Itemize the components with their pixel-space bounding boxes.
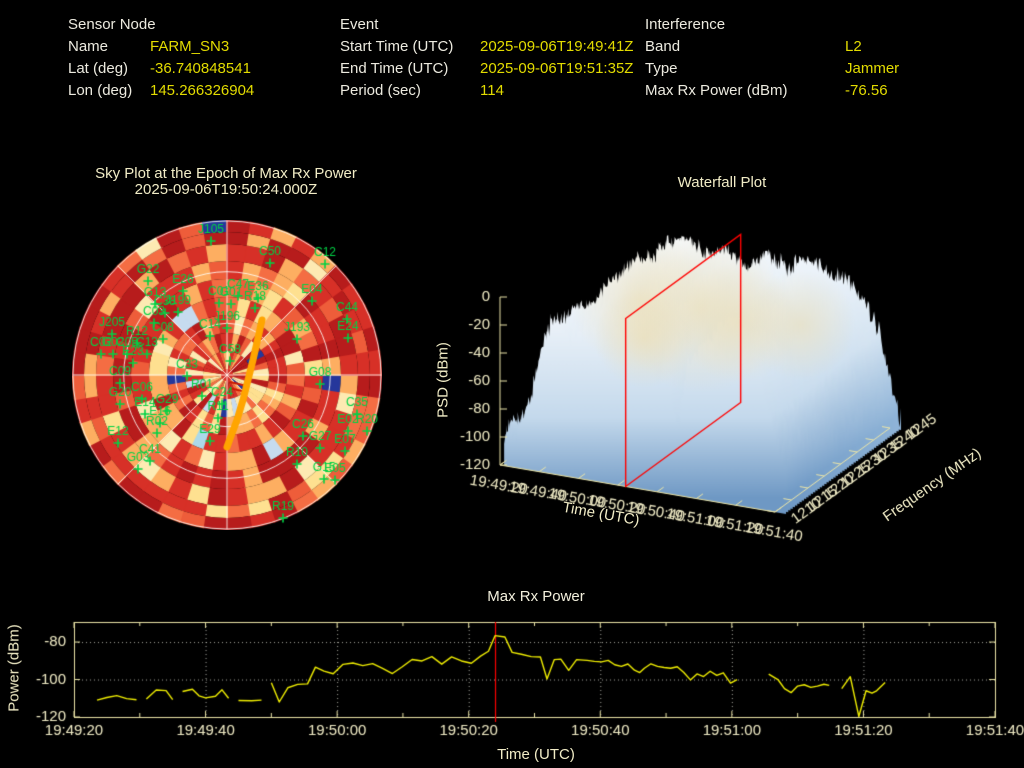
interference-panel-title: Interference xyxy=(645,16,726,33)
waterfall-canvas xyxy=(430,196,1024,568)
event-panel-title: Event xyxy=(340,16,379,33)
interference-band-label: Band xyxy=(645,38,681,55)
event-period-label: Period (sec) xyxy=(340,82,421,99)
sensor-lon-label: Lon (deg) xyxy=(68,82,133,99)
interference-band-value: L2 xyxy=(845,38,862,55)
sensor-lat-label: Lat (deg) xyxy=(68,60,129,77)
interference-maxpower-label: Max Rx Power (dBm) xyxy=(645,82,788,99)
sensor-name-value: FARM_SN3 xyxy=(150,38,230,55)
sensor-name-label: Name xyxy=(68,38,109,55)
skyplot-subtitle: 2025-09-06T19:50:24.000Z xyxy=(134,181,318,198)
skyplot-title: Sky Plot at the Epoch of Max Rx Power xyxy=(95,165,357,182)
waterfall-title: Waterfall Plot xyxy=(677,174,767,191)
sensor-node-panel: Sensor Node xyxy=(68,16,156,33)
event-end-label: End Time (UTC) xyxy=(340,60,449,77)
event-start-value: 2025-09-06T19:49:41Z xyxy=(480,38,634,55)
maxrx-canvas xyxy=(0,585,1024,768)
event-start-label: Start Time (UTC) xyxy=(340,38,454,55)
sensor-node-title: Sensor Node xyxy=(68,16,156,33)
sensor-lon-value: 145.266326904 xyxy=(150,82,255,99)
interference-maxpower-value: -76.56 xyxy=(845,82,888,99)
maxrx-power-axis-label: Power (dBm) xyxy=(5,624,23,712)
interference-type-value: Jammer xyxy=(845,60,900,77)
event-end-value: 2025-09-06T19:51:35Z xyxy=(480,60,634,77)
maxrx-time-axis-label: Time (UTC) xyxy=(497,746,575,763)
waterfall-psd-axis-label: PSD (dBm) xyxy=(434,342,452,418)
interference-type-label: Type xyxy=(645,60,678,77)
skyplot-canvas xyxy=(72,220,382,530)
event-period-value: 114 xyxy=(480,82,504,99)
sensor-lat-value: -36.740848541 xyxy=(150,60,251,77)
